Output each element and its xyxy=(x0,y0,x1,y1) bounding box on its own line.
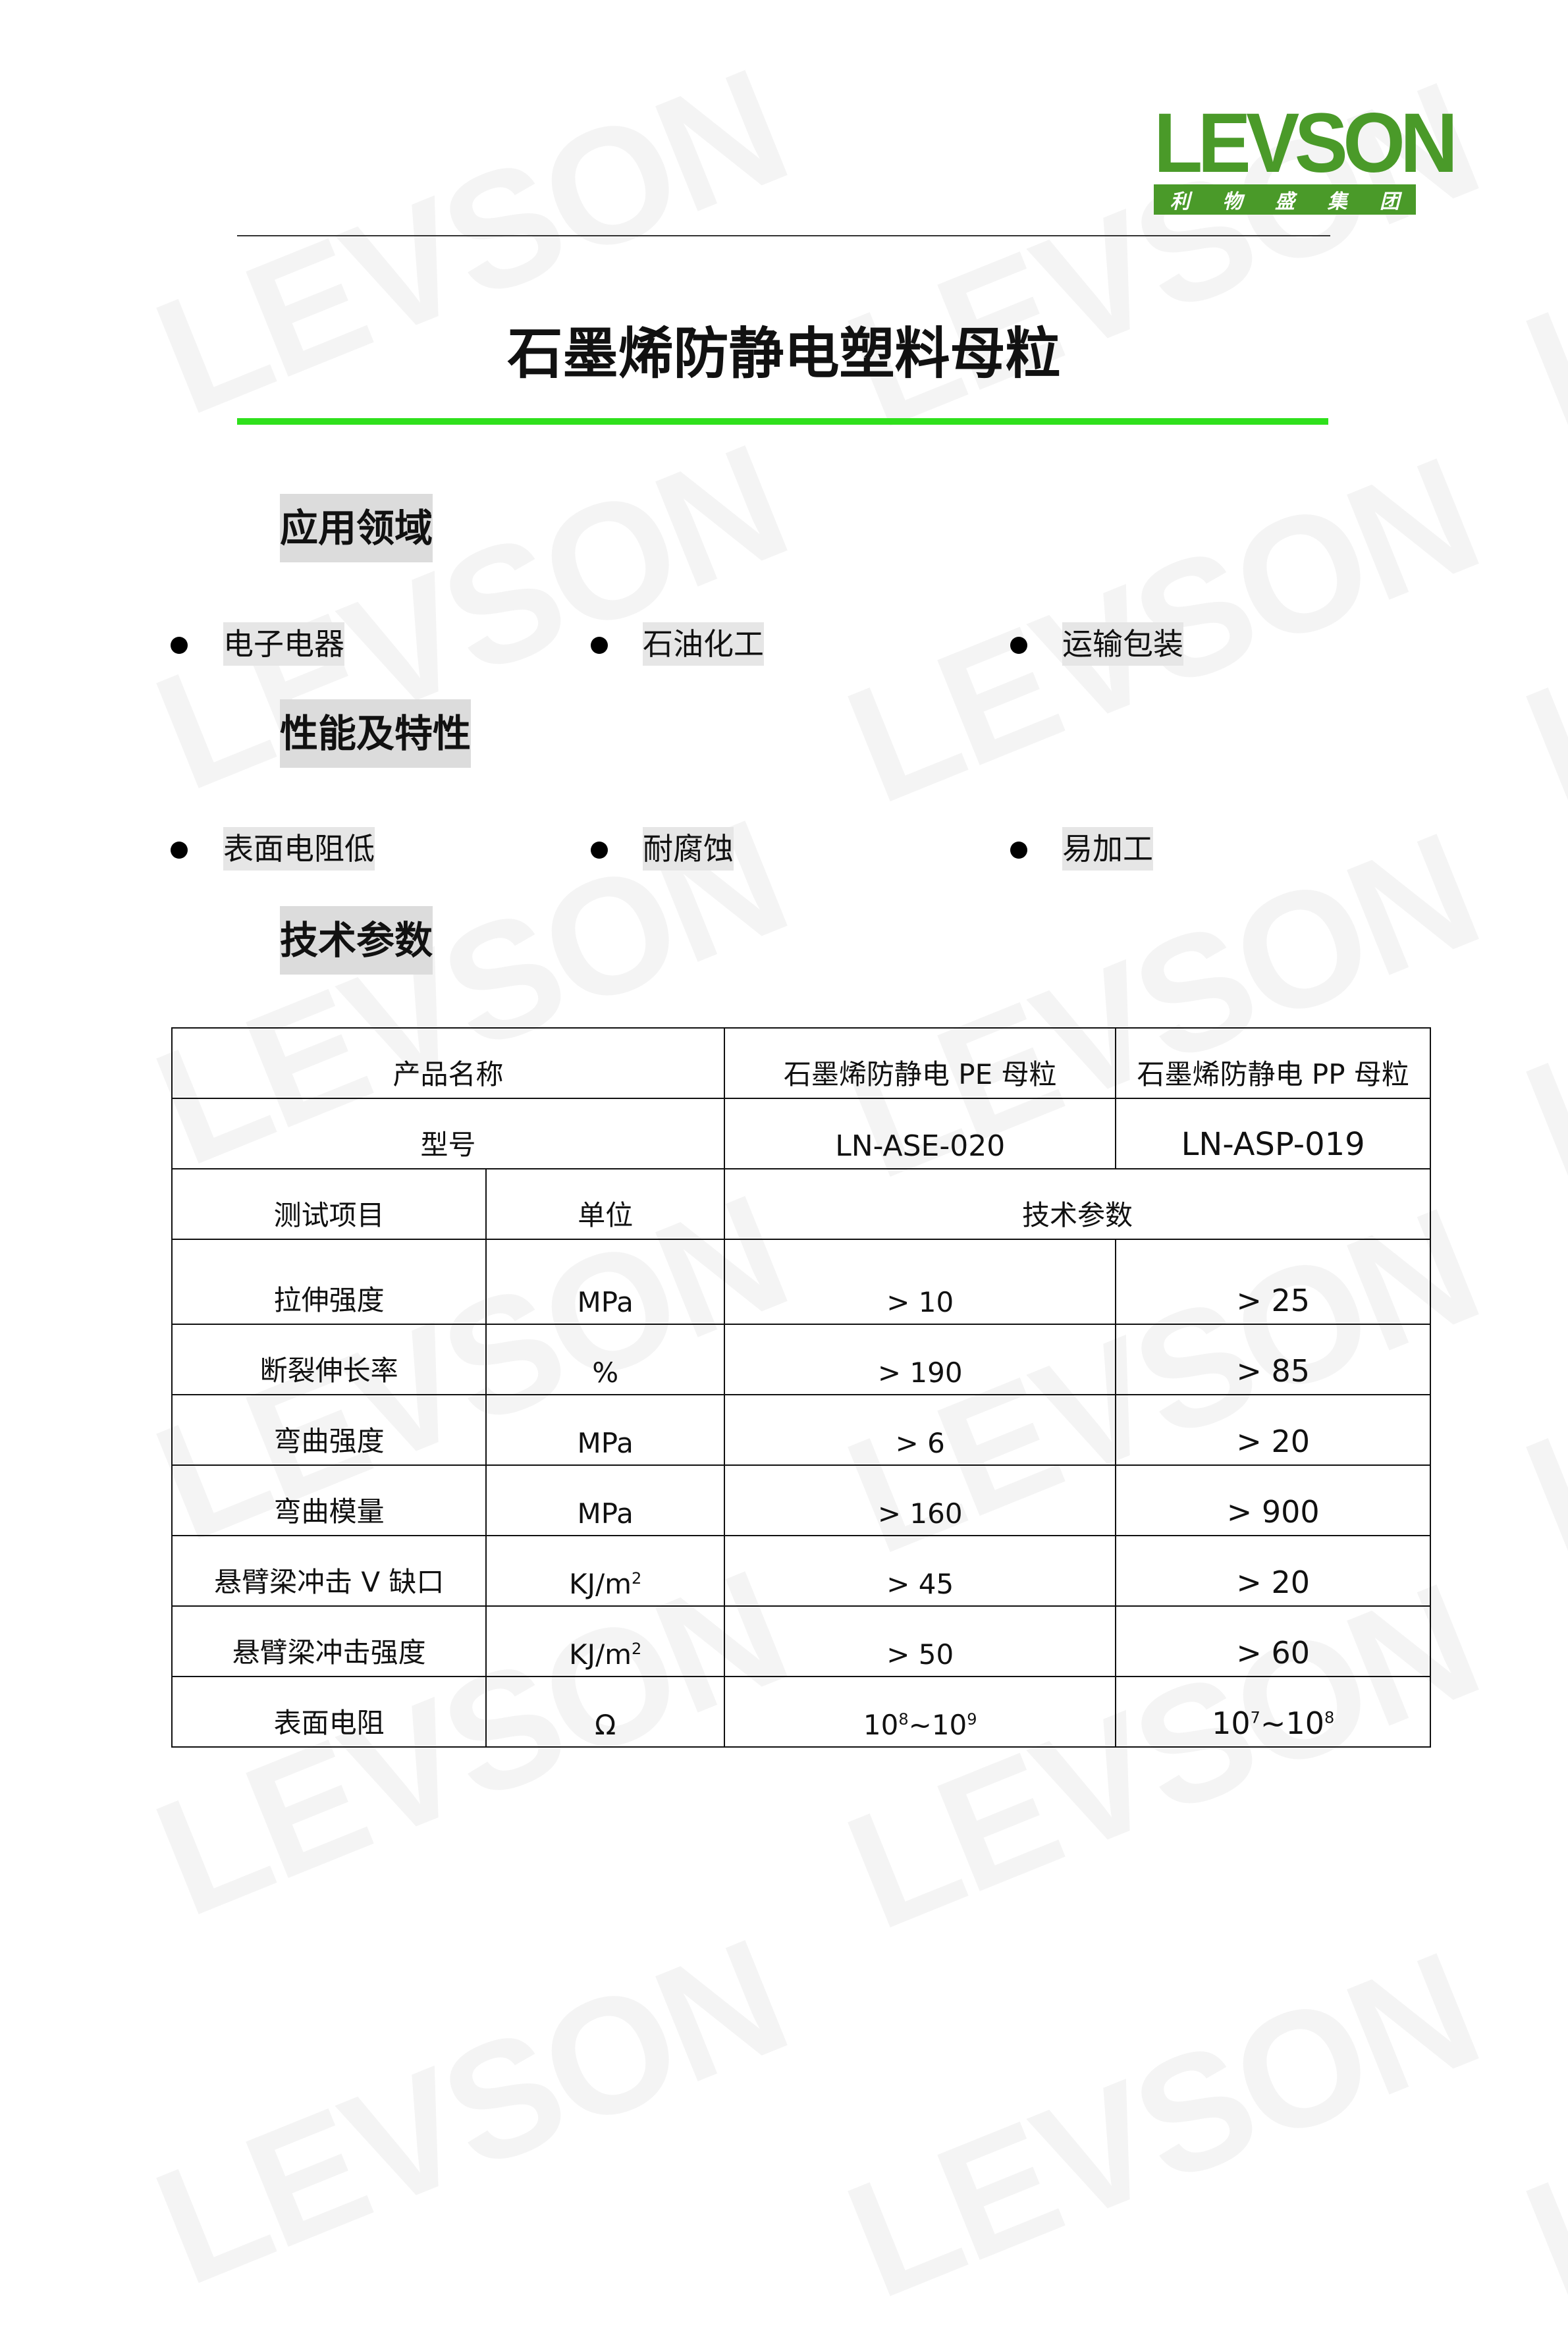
row-pp: > 900 xyxy=(1115,1464,1431,1536)
logo-subtitle: 利 物 盛 集 团 xyxy=(1154,184,1416,215)
row-pe: > 6 xyxy=(724,1394,1117,1466)
application-item: 电子电器 xyxy=(223,622,344,666)
bullet-icon xyxy=(1010,842,1027,859)
product-pe: 石墨烯防静电 PE 母粒 xyxy=(724,1027,1117,1099)
header-unit: 单位 xyxy=(485,1168,726,1240)
unit: % xyxy=(592,1356,619,1389)
watermark-text: LEVSON xyxy=(1501,1915,1568,2335)
row-pe: > 160 xyxy=(724,1464,1117,1536)
row-pp: > 85 xyxy=(1115,1324,1431,1395)
separator: ~ xyxy=(1260,1705,1286,1741)
watermark-text: LEVSON xyxy=(823,1915,1500,2335)
row-unit: MPa xyxy=(485,1464,726,1536)
row-item: 悬臂梁冲击强度 xyxy=(171,1605,487,1677)
row-pp: 107~108 xyxy=(1115,1676,1431,1748)
bullet-icon xyxy=(1010,637,1027,654)
value: 10 xyxy=(1212,1705,1251,1741)
exponent: 9 xyxy=(967,1710,977,1729)
row-unit: MPa xyxy=(485,1239,726,1325)
logo-char: 团 xyxy=(1380,190,1400,213)
row-pe: > 10 xyxy=(724,1239,1117,1325)
row-pe: 108~109 xyxy=(724,1676,1117,1748)
unit: MPa xyxy=(577,1427,634,1459)
logo-char: 利 xyxy=(1170,190,1190,213)
exponent: 7 xyxy=(1250,1708,1260,1727)
model-pp: LN-ASP-019 xyxy=(1115,1098,1431,1169)
unit-exponent: 2 xyxy=(632,1640,642,1658)
value: 10 xyxy=(1285,1705,1325,1741)
bullet-icon xyxy=(171,637,188,654)
row-pe: > 45 xyxy=(724,1535,1117,1607)
feature-item: 表面电阻低 xyxy=(223,827,375,871)
table-row: 弯曲模量 MPa > 160 > 900 xyxy=(171,1464,1431,1536)
model-pe: LN-ASE-020 xyxy=(724,1098,1117,1169)
levson-logo: LEVSON 利 物 盛 集 团 xyxy=(1154,96,1458,215)
model-label: 型号 xyxy=(171,1098,726,1169)
row-pp: > 60 xyxy=(1115,1605,1431,1677)
product-pp: 石墨烯防静电 PP 母粒 xyxy=(1115,1027,1431,1099)
table-row: 悬臂梁冲击强度 KJ/m2 > 50 > 60 xyxy=(171,1605,1431,1677)
table-row: 拉伸强度 MPa > 10 > 25 xyxy=(171,1239,1431,1325)
application-item: 运输包装 xyxy=(1062,622,1183,666)
unit: KJ/m xyxy=(569,1638,632,1671)
exponent: 8 xyxy=(898,1710,909,1729)
logo-char: 集 xyxy=(1327,190,1347,213)
watermark-text: LEVSON xyxy=(1501,795,1568,1216)
row-item: 表面电阻 xyxy=(171,1676,487,1748)
logo-char: 物 xyxy=(1222,190,1243,213)
unit: KJ/m xyxy=(569,1568,632,1600)
title-underline xyxy=(237,418,1328,425)
section-heading-features: 性能及特性 xyxy=(280,699,472,768)
unit: MPa xyxy=(577,1286,634,1318)
logo-wordmark: LEVSON xyxy=(1154,96,1458,190)
row-unit: % xyxy=(485,1324,726,1395)
value: 10 xyxy=(863,1709,899,1741)
row-pp: > 20 xyxy=(1115,1394,1431,1466)
row-pp: > 25 xyxy=(1115,1239,1431,1325)
table-row: 产品名称 石墨烯防静电 PE 母粒 石墨烯防静电 PP 母粒 xyxy=(171,1027,1431,1099)
feature-item: 易加工 xyxy=(1062,827,1153,871)
header-rule xyxy=(237,235,1330,236)
watermark-text: LEVSON xyxy=(1501,45,1568,465)
row-item: 断裂伸长率 xyxy=(171,1324,487,1395)
row-pe: > 50 xyxy=(724,1605,1117,1677)
table-header-row: 测试项目 单位 技术参数 xyxy=(171,1168,1431,1240)
table-row: 型号 LN-ASE-020 LN-ASP-019 xyxy=(171,1098,1431,1169)
table-row: 悬臂梁冲击 V 缺口 KJ/m2 > 45 > 20 xyxy=(171,1535,1431,1607)
application-item: 石油化工 xyxy=(643,622,764,666)
header-test-item: 测试项目 xyxy=(171,1168,487,1240)
row-item: 悬臂梁冲击 V 缺口 xyxy=(171,1535,487,1607)
logo-char: 盛 xyxy=(1274,190,1295,213)
header-tech-params: 技术参数 xyxy=(724,1168,1431,1240)
section-heading-applications: 应用领域 xyxy=(280,494,433,562)
bullet-icon xyxy=(591,637,608,654)
page-title: 石墨烯防静电塑料母粒 xyxy=(507,321,1061,386)
table-row: 断裂伸长率 % > 190 > 85 xyxy=(171,1324,1431,1395)
spec-table: 产品名称 石墨烯防静电 PE 母粒 石墨烯防静电 PP 母粒 型号 LN-ASE… xyxy=(171,1027,1431,1748)
separator: ~ xyxy=(908,1709,932,1741)
section-heading-specs: 技术参数 xyxy=(280,906,433,975)
product-name-label: 产品名称 xyxy=(171,1027,726,1099)
watermark-text: LEVSON xyxy=(132,1902,808,2322)
exponent: 8 xyxy=(1324,1708,1335,1727)
watermark-text: LEVSON xyxy=(1501,1171,1568,1591)
row-item: 拉伸强度 xyxy=(171,1239,487,1325)
feature-item: 耐腐蚀 xyxy=(643,827,734,871)
row-item: 弯曲强度 xyxy=(171,1394,487,1466)
table-row: 表面电阻 Ω 108~109 107~108 xyxy=(171,1676,1431,1748)
row-unit: Ω xyxy=(485,1676,726,1748)
bullet-icon xyxy=(171,842,188,859)
row-pe: > 190 xyxy=(724,1324,1117,1395)
unit-exponent: 2 xyxy=(632,1569,642,1588)
row-unit: MPa xyxy=(485,1394,726,1466)
table-row: 弯曲强度 MPa > 6 > 20 xyxy=(171,1394,1431,1466)
watermark-text: LEVSON xyxy=(1501,420,1568,840)
row-unit: KJ/m2 xyxy=(485,1535,726,1607)
value: 10 xyxy=(931,1709,967,1741)
unit: MPa xyxy=(577,1497,634,1530)
row-unit: KJ/m2 xyxy=(485,1605,726,1677)
row-item: 弯曲模量 xyxy=(171,1464,487,1536)
row-pp: > 20 xyxy=(1115,1535,1431,1607)
bullet-icon xyxy=(591,842,608,859)
